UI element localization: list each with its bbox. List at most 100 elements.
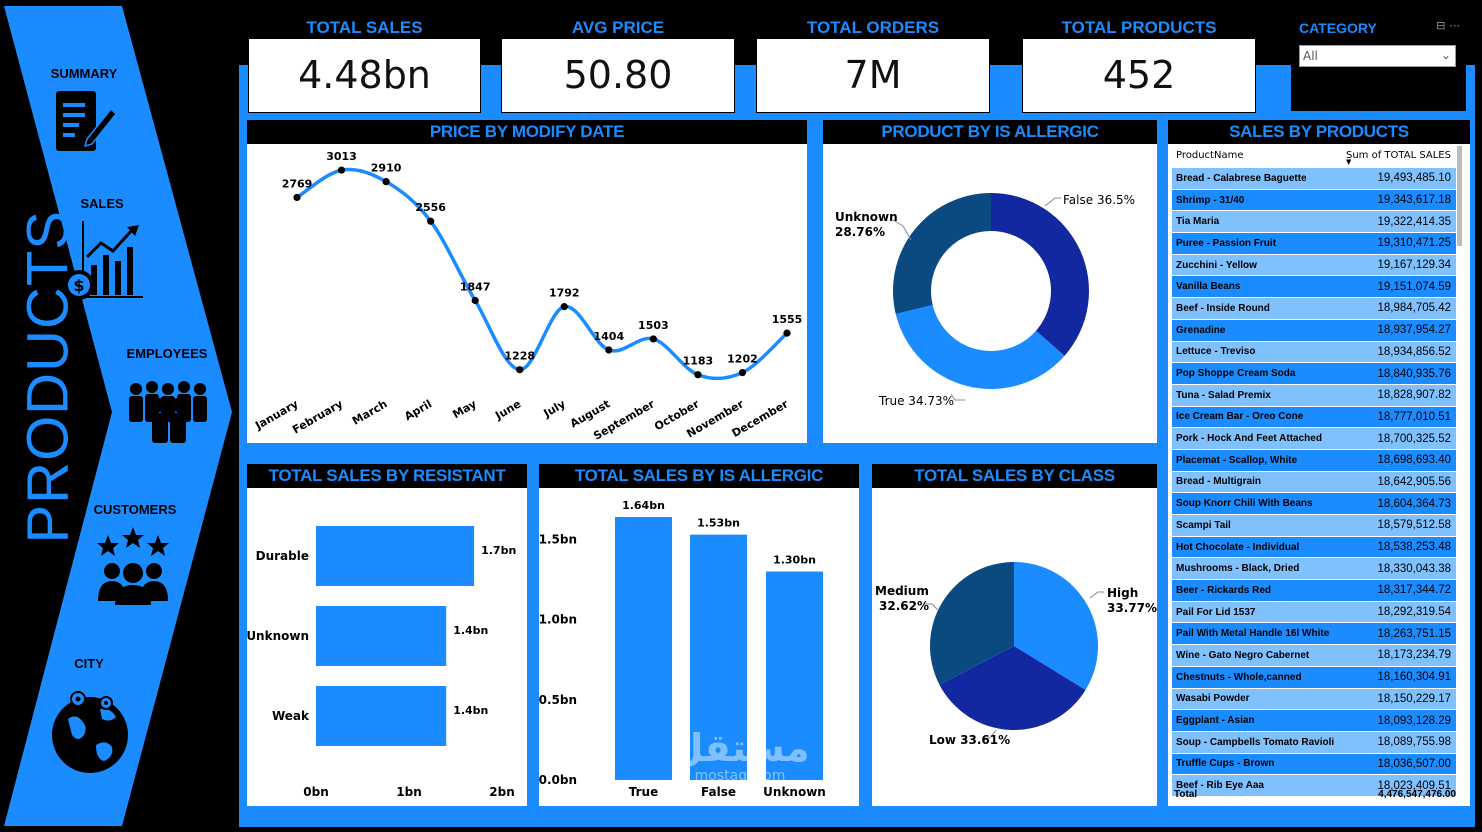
y-tick-label: Unknown: [247, 629, 309, 643]
table-row[interactable]: Scampi Tail 18,579,512.58: [1172, 515, 1456, 537]
price-point-september: [649, 335, 657, 343]
table-cell-product-name: Zucchini - Yellow: [1176, 259, 1257, 271]
slicer-options-icon[interactable]: ⊟ ⋯: [1436, 19, 1460, 32]
allergic-bar-chart: 1.64bn True 1.53bn False 1.30bn Unknown 0.0bn 0…: [539, 499, 826, 799]
table-cell-total-sales: 18,698,693.40: [1377, 454, 1451, 467]
nav-employees[interactable]: EMPLOYEES: [92, 346, 242, 451]
category-dropdown-value: All: [1303, 49, 1318, 63]
nav-summary[interactable]: SUMMARY: [9, 66, 159, 163]
x-tick-label: True: [629, 785, 658, 799]
category-dropdown[interactable]: All ⌄: [1299, 45, 1456, 67]
table-row[interactable]: Beef - Inside Round 18,984,705.42: [1172, 298, 1456, 320]
table-cell-total-sales: 19,322,414.35: [1377, 215, 1451, 228]
table-col-product-name[interactable]: ProductName: [1176, 150, 1244, 161]
table-row[interactable]: Chestnuts - Whole,canned 18,160,304.91: [1172, 666, 1456, 689]
price-point-march: [382, 178, 390, 186]
price-data-label: 1202: [727, 353, 758, 366]
x-tick-label: March: [350, 397, 390, 427]
donut-slice-false: [991, 193, 1089, 356]
table-row[interactable]: Ice Cream Bar - Oreo Cone 18,777,010.51: [1172, 406, 1456, 429]
table-scrollbar[interactable]: [1457, 146, 1462, 246]
donut-label-false: False 36.5%: [1063, 193, 1135, 207]
leader-line: [1089, 591, 1104, 599]
y-tick-label: 0.5bn: [539, 693, 577, 707]
price-by-modify-date-card: PRICE BY MODIFY DATE 2769 January 3013 Febr…: [247, 120, 807, 443]
table-cell-total-sales: 18,937,954.27: [1377, 324, 1451, 337]
table-cell-product-name: Beer - Rickards Red: [1176, 584, 1272, 596]
table-cell-total-sales: 18,036,507.00: [1377, 757, 1451, 770]
kpi-card-total-sales: TOTAL SALES 4.48bn: [248, 16, 481, 113]
chevron-down-icon: ⌄: [1440, 48, 1451, 62]
kpi-total-products-value: 452: [1102, 53, 1176, 97]
table-cell-total-sales: 18,173,234.79: [1377, 649, 1451, 662]
y-tick-label: 0.0bn: [539, 773, 577, 787]
globe-location-icon: [52, 691, 128, 773]
table-cell-total-sales: 18,700,325.52: [1377, 432, 1451, 445]
nav-city-label: CITY: [74, 656, 104, 671]
sidebar-arrow-background: [4, 6, 232, 826]
resistant-bar-unknown: [316, 606, 447, 666]
table-row[interactable]: Pail With Metal Handle 16l White 18,263,7…: [1172, 623, 1456, 646]
class-label-low: Low 33.61%: [929, 733, 1010, 747]
table-row[interactable]: Wine - Gato Negro Cabernet 18,173,234.79: [1172, 645, 1456, 667]
donut-label-unknown-value: 28.76%: [835, 225, 885, 239]
svg-text:$: $: [73, 276, 84, 295]
price-data-label: 1404: [594, 330, 625, 343]
class-label-medium-value: 32.62%: [879, 599, 929, 613]
nav-customers[interactable]: CUSTOMERS: [60, 502, 210, 617]
table-row[interactable]: Pop Shoppe Cream Soda 18,840,935.76: [1172, 363, 1456, 385]
table-row[interactable]: Vanilla Beans 19,151,074.59: [1172, 276, 1456, 299]
x-tick-label: Unknown: [763, 785, 826, 799]
leader-line: [924, 603, 939, 611]
price-chart-title: PRICE BY MODIFY DATE: [247, 120, 807, 144]
table-row[interactable]: Beer - Rickards Red 18,317,344.72: [1172, 580, 1456, 602]
table-row[interactable]: Pail For Lid 1537 18,292,319.54: [1172, 601, 1456, 624]
price-data-label: 2769: [282, 177, 313, 190]
table-row[interactable]: Shrimp - 31/40 19,343,617.18: [1172, 189, 1456, 212]
table-cell-product-name: Hot Chocolate - Individual: [1176, 541, 1300, 553]
price-point-june: [516, 366, 524, 374]
nav-sales[interactable]: SALES $: [27, 196, 177, 311]
table-row[interactable]: Bread - Calabrese Baguette 19,493,485.10: [1172, 168, 1456, 190]
table-row[interactable]: Truffle Cups - Brown 18,036,507.00: [1172, 753, 1456, 776]
table-cell-total-sales: 18,642,905.56: [1377, 475, 1451, 488]
table-col-total-sales[interactable]: Sum of TOTAL SALES: [1346, 150, 1451, 161]
table-cell-total-sales: 18,160,304.91: [1377, 671, 1451, 684]
class-label-high-value: 33.77%: [1107, 601, 1157, 615]
table-row[interactable]: Hot Chocolate - Individual 18,538,253.48: [1172, 536, 1456, 559]
table-row[interactable]: Tia Maria 19,322,414.35: [1172, 211, 1456, 234]
nav-sales-label: SALES: [80, 196, 124, 211]
table-cell-product-name: Chestnuts - Whole,canned: [1176, 671, 1302, 683]
total-sales-by-class-card: TOTAL SALES BY CLASS High 33.77% Low 33.61…: [872, 464, 1157, 806]
table-cell-product-name: Pork - Hock And Feet Attached: [1176, 433, 1322, 445]
table-row[interactable]: Pork - Hock And Feet Attached 18,700,325.…: [1172, 428, 1456, 450]
table-row[interactable]: Tuna - Salad Premix 18,828,907.82: [1172, 384, 1456, 407]
customers-rating-icon: [97, 527, 169, 605]
sales-chart-icon: $: [64, 221, 143, 300]
table-row[interactable]: Grenadine 18,937,954.27: [1172, 319, 1456, 342]
bar-data-label: 1.53bn: [697, 517, 740, 530]
table-cell-total-sales: 18,934,856.52: [1377, 345, 1451, 358]
price-point-october: [694, 371, 702, 379]
table-row[interactable]: Soup Knorr Chili With Beans 18,604,364.73: [1172, 493, 1456, 515]
table-row[interactable]: Soup - Campbells Tomato Ravioli 18,089,75…: [1172, 731, 1456, 754]
table-row[interactable]: Wasabi Powder 18,150,229.17: [1172, 688, 1456, 711]
table-row[interactable]: Bread - Multigrain 18,642,905.56: [1172, 471, 1456, 494]
kpi-avg-price-label: AVG PRICE: [502, 17, 734, 39]
table-row[interactable]: Zucchini - Yellow 19,167,129.34: [1172, 254, 1456, 277]
leader-line: [984, 729, 997, 739]
nav-city[interactable]: CITY: [14, 656, 164, 783]
table-row[interactable]: Puree - Passion Fruit 19,310,471.25: [1172, 233, 1456, 255]
table-row[interactable]: Beef - Rib Eye Aaa 18,023,409.51: [1172, 775, 1456, 797]
table-cell-product-name: Tuna - Salad Premix: [1176, 389, 1271, 401]
price-data-label: 1228: [504, 350, 535, 363]
people-group-icon: [129, 381, 207, 443]
table-row[interactable]: Eggplant - Asian 18,093,128.29: [1172, 710, 1456, 732]
table-row[interactable]: Mushrooms - Black, Dried 18,330,043.38: [1172, 558, 1456, 581]
table-cell-product-name: Vanilla Beans: [1176, 281, 1241, 293]
table-row[interactable]: Placemat - Scallop, White 18,698,693.40: [1172, 449, 1456, 472]
kpi-total-orders-label: TOTAL ORDERS: [757, 17, 989, 39]
table-cell-total-sales: 19,493,485.10: [1377, 172, 1451, 185]
allergic-bar-unknown: [766, 571, 823, 780]
table-row[interactable]: Lettuce - Treviso 18,934,856.52: [1172, 341, 1456, 364]
